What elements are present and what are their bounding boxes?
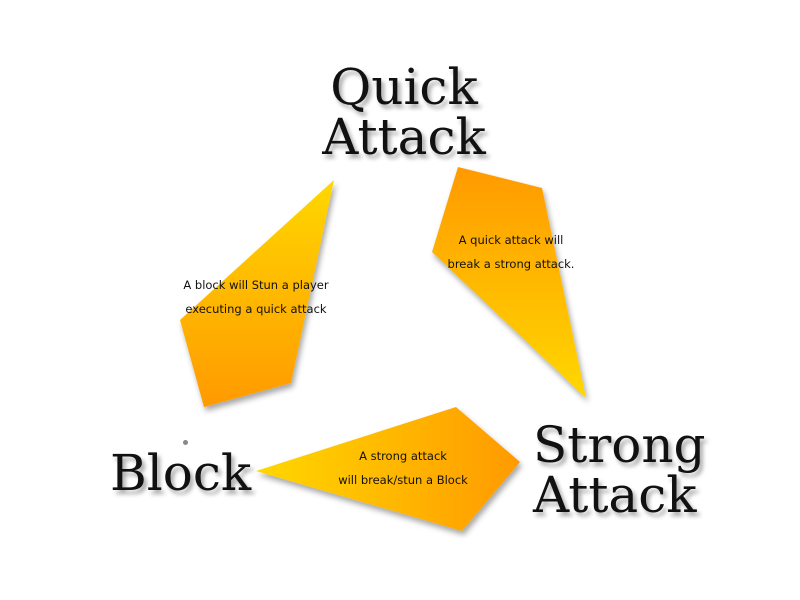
edge-label-block-to-quick-line1: A block will Stun a player <box>183 278 329 292</box>
node-strong-attack: Strong Attack <box>533 420 706 520</box>
node-quick-attack-line2: Attack <box>322 108 486 166</box>
edge-label-block-to-quick-line2: executing a quick attack <box>185 302 327 316</box>
edge-label-quick-to-strong-line2: break a strong attack. <box>447 257 575 271</box>
edge-label-quick-to-strong-line1: A quick attack will <box>458 233 564 247</box>
node-quick-attack: Quick Attack <box>0 62 800 162</box>
edge-label-strong-to-block-line1: A strong attack <box>359 449 447 463</box>
node-strong-attack-line2: Attack <box>533 466 697 524</box>
node-strong-attack-line1: Strong <box>533 416 706 474</box>
arrow-strong-to-block <box>256 407 520 531</box>
node-block: Block <box>110 448 251 498</box>
edge-label-block-to-quick: A block will Stun a player executing a q… <box>178 273 334 321</box>
arrow-block-to-quick <box>180 180 334 407</box>
edge-label-strong-to-block: A strong attack will break/stun a Block <box>330 444 476 492</box>
node-block-line1: Block <box>110 444 252 502</box>
arrow-quick-to-strong <box>432 167 586 398</box>
edge-label-quick-to-strong: A quick attack will break a strong attac… <box>438 228 584 276</box>
stray-dot <box>183 440 188 445</box>
edge-label-strong-to-block-line2: will break/stun a Block <box>338 473 468 487</box>
node-quick-attack-line1: Quick <box>330 58 478 116</box>
